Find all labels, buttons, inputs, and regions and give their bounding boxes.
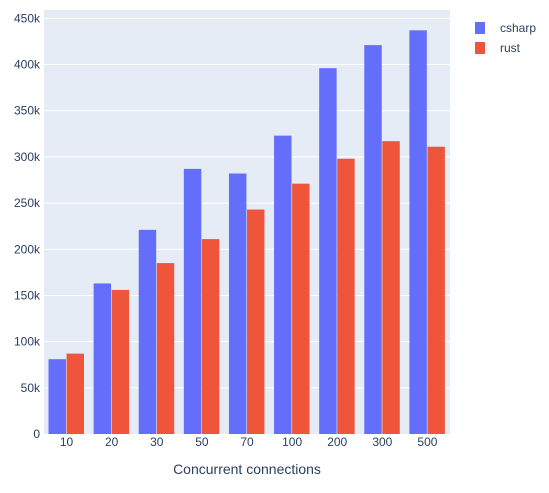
bar-rust[interactable]: [156, 263, 175, 434]
bar-rust[interactable]: [247, 209, 265, 434]
x-tick-label: 70: [240, 435, 254, 449]
y-tick-label: 50k: [21, 381, 41, 395]
legend: csharp rust: [475, 21, 536, 55]
y-tick-label: 350k: [14, 104, 41, 118]
bars: [48, 30, 445, 435]
bar-rust[interactable]: [111, 289, 130, 434]
y-tick-label: 300k: [14, 150, 41, 164]
x-tick-label: 50: [195, 435, 209, 449]
y-tick-label: 450k: [14, 11, 41, 25]
y-tick-label: 150k: [14, 288, 41, 302]
x-tick-label: 30: [150, 435, 164, 449]
bar-csharp[interactable]: [138, 229, 157, 434]
y-tick-label: 250k: [14, 196, 41, 210]
bar-rust[interactable]: [201, 239, 220, 434]
y-tick-label: 0: [33, 427, 40, 441]
y-axis-ticks: 0 50k 100k 150k 200k 250k 300k 350k 400k 450k: [14, 11, 41, 441]
y-tick-label: 400k: [14, 58, 41, 72]
legend-swatch-rust[interactable]: [475, 42, 485, 54]
x-tick-label: 200: [327, 435, 347, 449]
bar-csharp[interactable]: [409, 30, 427, 434]
x-tick-label: 20: [105, 435, 119, 449]
legend-label-csharp[interactable]: csharp: [500, 21, 536, 35]
x-tick-label: 100: [282, 435, 302, 449]
bar-csharp[interactable]: [228, 173, 247, 434]
bar-csharp[interactable]: [93, 283, 112, 434]
bar-rust[interactable]: [337, 158, 355, 434]
x-tick-label: 10: [60, 435, 74, 449]
x-tick-label: 300: [372, 435, 392, 449]
bar-csharp[interactable]: [364, 45, 382, 435]
bar-csharp[interactable]: [183, 168, 202, 435]
bar-csharp[interactable]: [319, 68, 337, 434]
y-tick-label: 200k: [14, 242, 41, 256]
legend-label-rust[interactable]: rust: [500, 41, 521, 55]
y-tick-label: 100k: [14, 335, 41, 349]
bar-rust[interactable]: [427, 146, 445, 434]
x-axis-ticks: 10 20 30 50 70 100 200 300 500: [60, 435, 438, 449]
bar-csharp[interactable]: [48, 359, 66, 434]
bar-csharp[interactable]: [274, 135, 292, 434]
legend-swatch-csharp[interactable]: [475, 22, 485, 34]
bar-rust[interactable]: [292, 183, 310, 434]
x-tick-label: 500: [417, 435, 437, 449]
x-axis-title: Concurrent connections: [173, 461, 321, 477]
bar-rust[interactable]: [382, 141, 400, 434]
bar-rust[interactable]: [66, 353, 84, 434]
